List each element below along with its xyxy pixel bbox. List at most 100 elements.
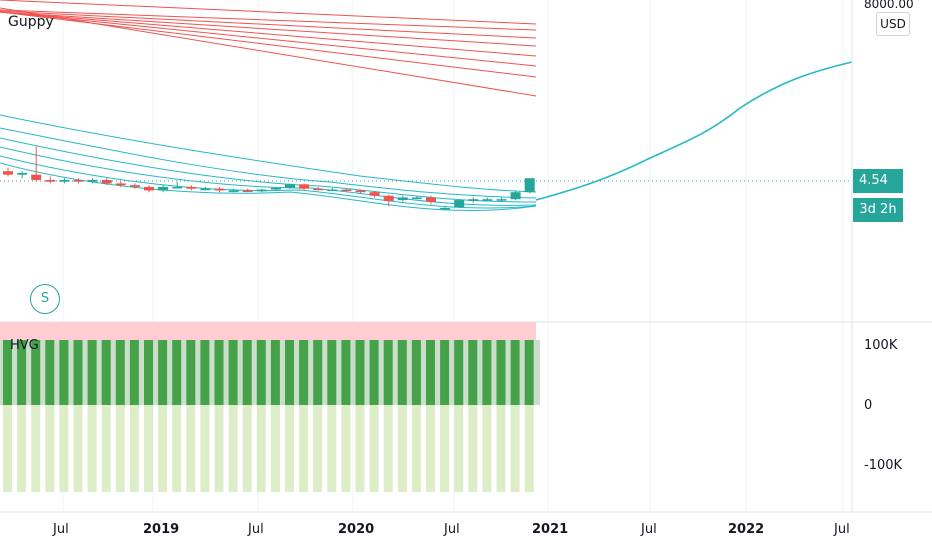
volume-bar-negative <box>3 405 12 492</box>
guppy-long-ema <box>0 9 537 31</box>
volume-bar-negative <box>468 405 478 492</box>
time-axis-label: Jul <box>641 522 657 537</box>
volume-bar <box>440 340 450 405</box>
volume-bar <box>482 340 492 405</box>
last-price-badge: 4.54 <box>853 169 903 193</box>
volume-bar <box>270 340 280 405</box>
indicator-title-guppy[interactable]: Guppy <box>8 14 54 30</box>
volume-bar-negative <box>313 405 323 492</box>
candle-body <box>242 190 253 192</box>
volume-bar-negative <box>186 405 196 492</box>
volume-bars <box>0 340 540 492</box>
volume-bar-negative <box>59 405 69 492</box>
guppy-long-ema <box>0 7 537 97</box>
candle-body <box>397 197 408 201</box>
volume-bar <box>17 340 27 405</box>
guppy-long-ema <box>0 10 537 39</box>
volume-bar <box>299 340 309 405</box>
volume-bar-negative <box>397 405 407 492</box>
candle-body <box>45 179 56 182</box>
volume-bar-negative <box>426 405 435 492</box>
volume-bar <box>45 340 55 405</box>
price-axis-top-label: 8000.00 <box>864 0 914 11</box>
guppy-short-emas <box>0 114 537 212</box>
candle-body <box>411 197 422 199</box>
volume-bar <box>242 340 252 405</box>
guppy-long-ema <box>0 11 537 67</box>
candle-body <box>172 186 183 189</box>
volume-bar-negative <box>355 405 365 492</box>
candle-body <box>482 199 493 201</box>
volume-bar <box>468 340 478 405</box>
candle-body <box>17 172 28 175</box>
guppy-short-ema <box>0 155 537 209</box>
guppy-long-ema <box>0 0 537 25</box>
candle-body <box>129 185 140 187</box>
time-axis-label: 2021 <box>532 522 569 537</box>
volume-bar-negative <box>299 405 309 492</box>
candle-body <box>496 199 507 201</box>
volume-bar <box>115 340 125 405</box>
candle-body <box>440 207 451 210</box>
time-axis-label: Jul <box>248 522 264 537</box>
volume-bar-negative <box>101 405 111 492</box>
volume-bar-negative <box>510 405 520 492</box>
volume-bar-negative <box>440 405 450 492</box>
guppy-short-ema <box>0 162 537 212</box>
currency-button[interactable]: USD <box>876 12 910 36</box>
volume-bar-negative <box>482 405 492 492</box>
volume-bar <box>3 340 12 405</box>
volume-bar-negative <box>17 405 27 492</box>
guppy-short-ema <box>0 146 537 206</box>
indicator-title-hvg[interactable]: HVG <box>10 338 39 353</box>
candle-body <box>426 197 436 202</box>
volume-bar-negative <box>524 405 534 492</box>
split-event-marker[interactable]: S <box>30 284 60 314</box>
volume-bar-negative <box>496 405 506 492</box>
volume-bar <box>31 340 41 405</box>
volume-bar <box>59 340 69 405</box>
candle-body <box>186 186 197 189</box>
volume-bar <box>200 340 210 405</box>
volume-bar <box>87 340 97 405</box>
guppy-long-ema <box>0 11 537 78</box>
candle-body <box>3 171 13 175</box>
volume-bar-negative <box>285 405 294 492</box>
volume-bar-negative <box>327 405 337 492</box>
time-axis-label: Jul <box>53 522 69 537</box>
candle-body <box>228 190 239 192</box>
candle-body <box>115 183 126 186</box>
candle-body <box>285 184 295 188</box>
volume-bar-negative <box>383 405 393 492</box>
volume-bar <box>256 340 266 405</box>
candle-body <box>158 186 169 191</box>
volume-bar-negative <box>454 405 464 492</box>
candle-body <box>256 189 267 192</box>
volume-bar-negative <box>129 405 139 492</box>
candle-body <box>31 174 42 180</box>
volume-shade <box>0 340 540 405</box>
volume-bar <box>129 340 139 405</box>
volume-bar <box>524 340 534 405</box>
volume-bar-negative <box>200 405 210 492</box>
grid-lines <box>62 0 844 512</box>
volume-bar-negative <box>31 405 41 492</box>
volume-bar-negative <box>87 405 97 492</box>
candle-body <box>369 192 380 196</box>
candle-body <box>341 189 352 192</box>
candle-body <box>200 188 211 191</box>
volume-bar-negative <box>214 405 224 492</box>
volume-bar <box>496 340 506 405</box>
time-axis-label: 2019 <box>143 522 180 537</box>
volume-bar <box>383 340 393 405</box>
volume-bar-negative <box>256 405 266 492</box>
candle-body <box>327 189 338 192</box>
volume-bar-negative <box>411 405 421 492</box>
volume-bar <box>73 340 83 405</box>
volume-bar-negative <box>45 405 55 492</box>
volume-band <box>0 322 536 340</box>
volume-bar <box>426 340 435 405</box>
volume-bar <box>172 340 182 405</box>
volume-bar <box>214 340 224 405</box>
